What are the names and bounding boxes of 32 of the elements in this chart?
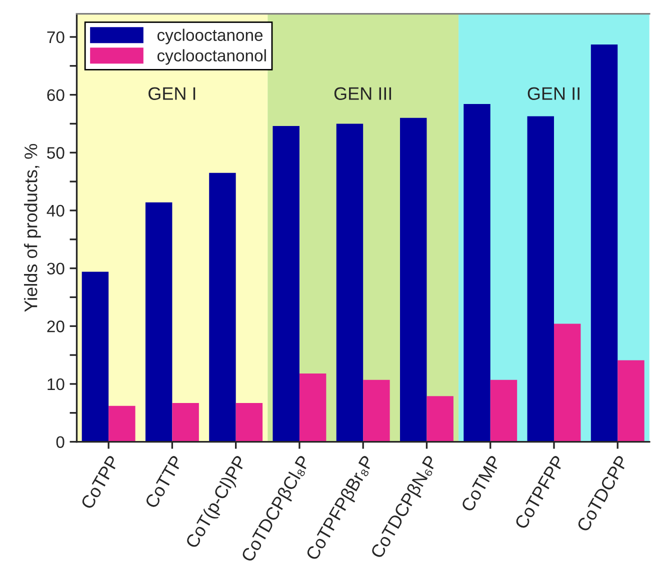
y-tick-label: 50 <box>47 147 64 159</box>
y-tick-label: 70 <box>47 31 64 44</box>
bar <box>299 374 326 442</box>
y-tick-label: 10 <box>48 378 64 390</box>
bar <box>209 172 236 442</box>
bar <box>426 396 454 442</box>
y-tick-label: 30 <box>47 262 64 274</box>
y-tick-label: 20 <box>47 320 64 332</box>
band-label: GEN I <box>148 87 196 100</box>
bar <box>464 104 490 442</box>
bar <box>145 202 172 442</box>
bar <box>527 116 554 442</box>
y-tick-label: 60 <box>47 89 64 101</box>
legend-label: cyclooctanone <box>157 28 263 44</box>
bar <box>590 44 618 442</box>
bar <box>400 118 427 442</box>
bar <box>490 380 518 442</box>
bar <box>336 124 364 442</box>
bar <box>108 406 136 442</box>
y-tick-label: 40 <box>46 204 64 217</box>
bar <box>618 360 644 442</box>
bar <box>554 324 581 442</box>
y-tick-label: 0 <box>56 436 64 448</box>
bar <box>272 126 300 442</box>
y-axis-title: Yields of products, % <box>24 144 41 312</box>
bar <box>172 403 199 442</box>
band-label: GEN II <box>528 87 580 100</box>
bar <box>236 403 263 442</box>
bar <box>363 380 390 442</box>
bar <box>82 272 109 442</box>
band-label: GEN III <box>334 87 392 100</box>
legend-label: cyclooctanonol <box>157 49 266 65</box>
